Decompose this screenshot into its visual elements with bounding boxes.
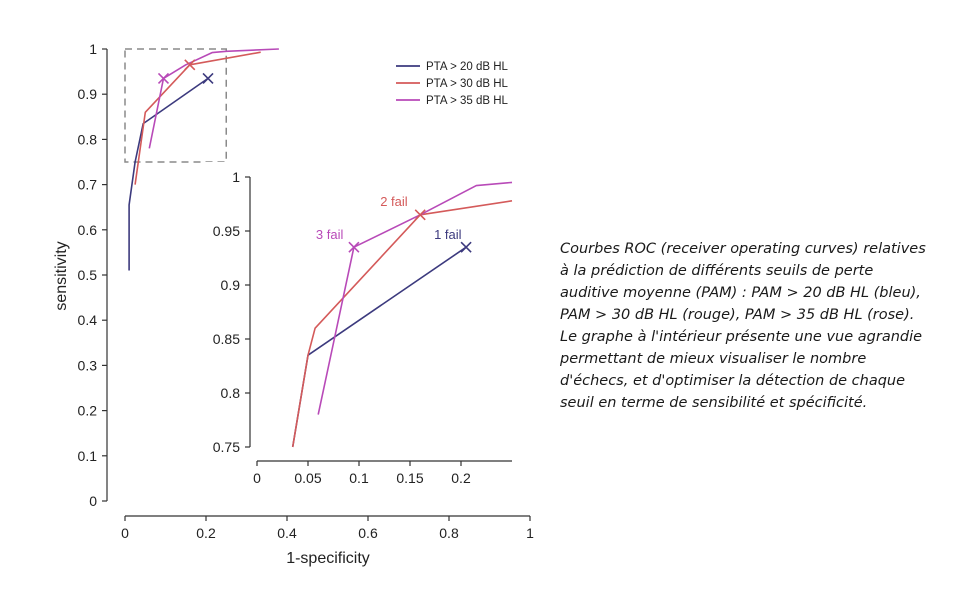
main-y-tick-label: 0.8 (78, 131, 98, 147)
main-chart: 0 0.2 0.4 0.6 0.8 100.10.20.30.40.50.60.70.80… (53, 41, 534, 567)
legend-label-pta20: PTA > 20 dB HL (426, 61, 509, 73)
main-series (128, 48, 279, 271)
inset-y-tick-label: 1 (232, 169, 240, 185)
main-ylabel: sensitivity (53, 241, 70, 310)
inset-x-tick-label: 0.1 (349, 470, 369, 486)
main-xlabel: 1-specificity (286, 550, 370, 567)
inset-y-tick-label: 0.9 (221, 277, 241, 293)
main-marker-3-fail (157, 72, 170, 84)
inset-y-tick-label: 0.8 (221, 385, 241, 401)
main-x-tick-label: 0.2 (196, 525, 216, 541)
main-y-tick-label: 0.7 (78, 177, 98, 193)
inset-y-tick-label: 0.95 (213, 223, 240, 239)
main-y-tick-label: 0.2 (78, 403, 98, 419)
inset-marker-3-fail (348, 241, 360, 253)
main-marker-2-fail (184, 59, 196, 71)
inset-x-tick-label: 0.15 (396, 470, 423, 486)
main-axes: 0 0.2 0.4 0.6 0.8 100.10.20.30.40.50.60.70.80… (78, 41, 535, 541)
inset-y-tick-label: 0.85 (213, 331, 240, 347)
inset-chart: 0 0.05 0.1 0.15 0.2 0.75 0.8 0.85 0.9 0.95 1 1 fai… (203, 162, 523, 486)
inset-x-tick-label: 0.2 (451, 470, 471, 486)
main-y-tick-label: 0.5 (78, 267, 98, 283)
legend: PTA > 20 dB HL PTA > 30 dB HL PTA > 35 d… (396, 61, 509, 107)
main-y-tick-label: 0.4 (78, 312, 98, 328)
figure-caption: Courbes ROC (receiver operating curves) … (560, 241, 926, 411)
annotation-1-fail: 1 fail (434, 227, 462, 242)
inset-x-tick-label: 0 (253, 470, 261, 486)
inset-x-tick-label: 0.05 (294, 470, 321, 486)
main-marker-1-fail (202, 72, 214, 84)
legend-label-pta30: PTA > 30 dB HL (426, 78, 509, 90)
inset-marker-2-fail (414, 209, 426, 221)
main-x-tick-label: 1 (526, 525, 534, 541)
inset-series-pta-30-db-hl (291, 200, 513, 448)
roc-figure: 0 0.2 0.4 0.6 0.8 100.10.20.30.40.50.60.70.80… (53, 41, 534, 567)
main-series-pta-20-db-hl (128, 77, 209, 271)
main-y-tick-label: 0 (89, 493, 97, 509)
main-x-tick-label: 0 (121, 525, 129, 541)
inset-y-tick-label: 0.75 (213, 439, 240, 455)
annotation-3-fail: 3 fail (316, 227, 344, 242)
main-series-pta-35-db-hl (148, 48, 279, 149)
zoom-region-box (124, 48, 227, 163)
main-y-tick-label: 0.6 (78, 222, 98, 238)
inset-annotations: 1 fail 2 fail 3 fail (316, 194, 472, 253)
inset-marker-1-fail (460, 241, 472, 253)
inset-axes: 0 0.05 0.1 0.15 0.2 0.75 0.8 0.85 0.9 0.95 1 (213, 169, 512, 486)
main-x-tick-label: 0.4 (277, 525, 297, 541)
main-y-tick-label: 0.9 (78, 86, 98, 102)
main-x-tick-label: 0.6 (358, 525, 378, 541)
main-y-tick-label: 0.3 (78, 357, 98, 373)
annotation-2-fail: 2 fail (380, 194, 408, 209)
legend-label-pta35: PTA > 35 dB HL (426, 95, 509, 107)
main-series-pta-30-db-hl (134, 51, 261, 185)
main-x-tick-label: 0.8 (439, 525, 459, 541)
main-y-tick-label: 0.1 (78, 448, 98, 464)
main-y-tick-label: 1 (89, 41, 97, 57)
